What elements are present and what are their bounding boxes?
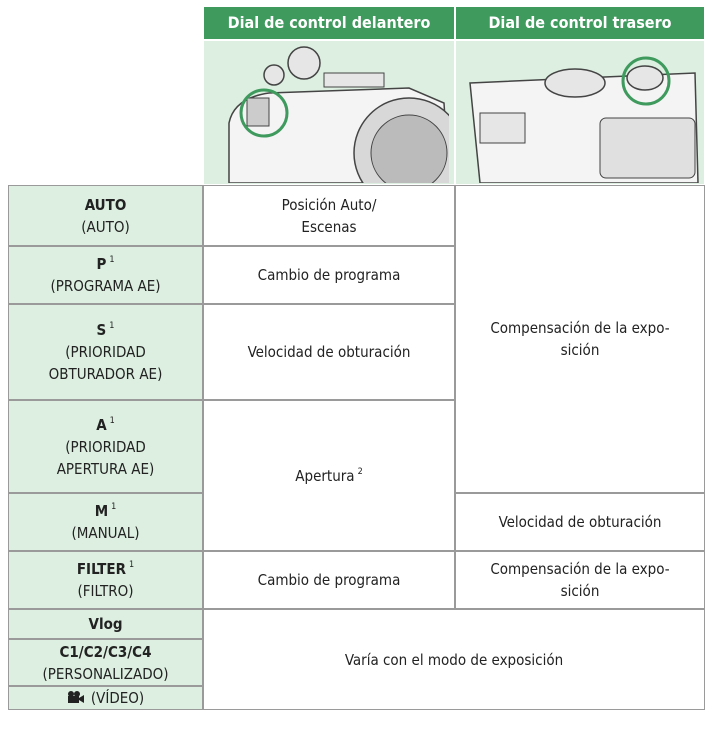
- camera-drawing: [228, 45, 449, 183]
- mode-cell: AUTO (AUTO): [8, 185, 203, 246]
- mode-name: FILTER: [76, 560, 127, 578]
- mode-note: (PERSONALIZADO): [42, 664, 169, 683]
- cell-text: Compensación de la expo-: [490, 560, 670, 578]
- cell-line: Varía con el modo de exposición: [345, 649, 563, 671]
- cell-line: Compensación de la expo-: [490, 558, 669, 580]
- mode-cell: M 1 (MANUAL): [8, 493, 203, 551]
- cell-line: Apertura 2: [295, 465, 362, 487]
- mode-line: AUTO: [85, 194, 127, 216]
- mode-name: S: [96, 321, 107, 339]
- function-cell: Compensación de la expo-sición: [455, 185, 705, 493]
- cell-text: Velocidad de obturación: [247, 343, 411, 361]
- footnote-ref: 1: [111, 502, 117, 512]
- mode-cell: FILTER 1 (FILTRO): [8, 551, 203, 609]
- cell-text: Cambio de programa: [257, 266, 401, 284]
- cell-line: sición: [561, 580, 600, 602]
- cell-line: Velocidad de obturación: [248, 341, 411, 363]
- function-cell: Velocidad de obturación: [455, 493, 705, 551]
- camera-drawing: [469, 56, 699, 183]
- mode-note: (AUTO): [81, 217, 130, 236]
- video-icon: [67, 689, 91, 707]
- cell-line: Posición Auto/: [282, 194, 377, 216]
- video-icon-shape: [67, 691, 84, 703]
- mode-note-line: OBTURADOR AE): [49, 363, 163, 385]
- mode-name: Vlog: [88, 615, 123, 633]
- mode-line: FILTER 1: [77, 558, 134, 580]
- cell-text: sición: [560, 341, 600, 359]
- mode-cell: P 1 (PROGRAMA AE): [8, 246, 203, 304]
- mode-note: APERTURA AE): [56, 459, 155, 478]
- function-cell: Apertura 2: [203, 400, 455, 551]
- mode-note: (PROGRAMA AE): [50, 277, 161, 295]
- mode-line: Vlog: [89, 613, 123, 635]
- front-dial-illustration: [203, 40, 455, 185]
- function-cell: Compensación de la expo-sición: [455, 551, 705, 609]
- mode-name: M: [94, 502, 109, 520]
- mode-note-line: (AUTO): [81, 216, 130, 238]
- footnote-ref: 2: [357, 466, 363, 477]
- mode-cell: (VÍDEO): [8, 686, 203, 710]
- function-cell: Velocidad de obturación: [203, 304, 455, 400]
- cell-text: Cambio de programa: [257, 571, 401, 589]
- mode-note-line: (MANUAL): [71, 522, 139, 544]
- column-header: Dial de control delantero: [203, 6, 455, 40]
- mode-name: A: [96, 415, 107, 434]
- cell-text: Apertura: [295, 466, 355, 485]
- mode-note: (MANUAL): [71, 524, 140, 542]
- cell-text: sición: [560, 582, 600, 600]
- mode-note-line: (FILTRO): [78, 580, 134, 602]
- mode-note-line: APERTURA AE): [57, 458, 155, 480]
- mode-cell: S 1 (PRIORIDAD OBTURADOR AE): [8, 304, 203, 400]
- mode-line: C1/C2/C3/C4: [60, 641, 152, 663]
- cell-line: Velocidad de obturación: [499, 511, 662, 533]
- mode-note-line: (PRIORIDAD: [65, 341, 145, 363]
- cell-text: Escenas: [301, 217, 357, 236]
- mode-note: (VÍDEO): [90, 689, 145, 707]
- mode-note: OBTURADOR AE): [48, 365, 163, 383]
- cell-text: Compensación de la expo-: [490, 319, 670, 337]
- column-header: Dial de control trasero: [455, 6, 705, 40]
- cell-line: Cambio de programa: [258, 569, 401, 591]
- mode-cell: A 1 (PRIORIDAD APERTURA AE): [8, 400, 203, 493]
- function-cell: Cambio de programa: [203, 551, 455, 609]
- footnote-ref: 1: [109, 321, 115, 331]
- footnote-ref: 1: [109, 255, 115, 265]
- mode-name: P: [96, 255, 107, 273]
- rear-dial-illustration: [455, 40, 705, 185]
- function-cell: Cambio de programa: [203, 246, 455, 304]
- cell-text: Posición Auto/: [281, 195, 377, 214]
- function-cell: Posición Auto/Escenas: [203, 185, 455, 246]
- mode-name: AUTO: [84, 195, 127, 214]
- mode-note-line: (PERSONALIZADO): [42, 663, 168, 685]
- footnote-ref: 1: [129, 560, 135, 570]
- cell-text: Velocidad de obturación: [498, 513, 662, 531]
- cell-line: Cambio de programa: [258, 264, 401, 286]
- function-cell: Varía con el modo de exposición: [203, 609, 705, 710]
- cell-line: Compensación de la expo-: [490, 317, 669, 339]
- mode-name: C1/C2/C3/C4: [59, 642, 152, 661]
- cell-line: Escenas: [301, 216, 356, 238]
- mode-note: (FILTRO): [77, 582, 134, 600]
- mode-cell: Vlog: [8, 609, 203, 639]
- mode-note-line: (VÍDEO): [67, 687, 144, 709]
- cell-text: Varía con el modo de exposición: [344, 650, 564, 669]
- footnote-ref: 1: [109, 415, 115, 426]
- mode-note: (PRIORIDAD: [65, 343, 146, 361]
- mode-note-line: (PRIORIDAD: [65, 436, 145, 458]
- mode-cell: C1/C2/C3/C4 (PERSONALIZADO): [8, 639, 203, 686]
- mode-note: (PRIORIDAD: [65, 437, 146, 456]
- mode-note-line: (PROGRAMA AE): [50, 275, 160, 297]
- cell-line: sición: [561, 339, 600, 361]
